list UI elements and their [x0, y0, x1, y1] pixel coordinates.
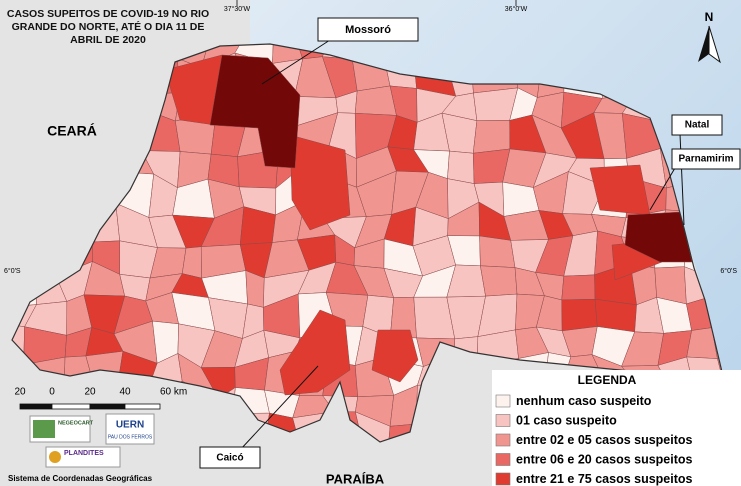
municipality [289, 134, 351, 231]
legend-label: nenhum caso suspeito [516, 394, 652, 408]
callout-label: Caicó [216, 453, 243, 464]
neighbor-label: PARAÍBA [326, 471, 385, 486]
neighbor-label: CEARÁ [47, 123, 97, 139]
municipality [279, 309, 351, 396]
scale-segment [124, 403, 161, 410]
arrow-half [698, 26, 709, 62]
legend-swatch [495, 472, 511, 486]
logo-text: NEGEOCART [58, 420, 94, 426]
logo [105, 413, 155, 445]
logo-text: PLANDITES [64, 450, 104, 457]
latitude-label: 6°0'S [720, 267, 737, 275]
legend-label: entre 02 e 05 casos suspeitos [516, 433, 693, 447]
north-arrow: N [698, 10, 721, 64]
logo-icon [33, 420, 55, 438]
legend-title: LEGENDA [578, 373, 637, 387]
latitude-label: 6°0'S [4, 267, 21, 275]
callout-label: Natal [685, 120, 710, 131]
logo [45, 446, 121, 468]
leader-line [239, 365, 319, 451]
scale-label: 0 [49, 387, 55, 398]
north-label: N [705, 10, 714, 24]
state-outline [11, 43, 723, 443]
scale-label: 20 [14, 387, 26, 398]
callout-label: Mossoró [345, 24, 391, 36]
callout-label: Parnamirim [678, 154, 733, 165]
leader-line [649, 167, 676, 211]
scale-label: 40 [119, 387, 131, 398]
municipality [561, 298, 598, 332]
scale-label: 20 [84, 387, 96, 398]
municipality [371, 329, 419, 383]
legend-swatch [495, 394, 511, 408]
callout-box [671, 114, 723, 136]
map-title: CASOS SUPEITOS DE COVID-19 NO RIO GRANDE… [6, 8, 210, 46]
scale-segment [89, 403, 126, 410]
scale-segment [19, 403, 53, 410]
logo-text: UERN [116, 420, 144, 431]
scale-segment [51, 403, 91, 410]
municipality [447, 150, 475, 184]
logo-text: PAU DOS FERROS [108, 434, 153, 440]
legend-label: entre 21 e 75 casos suspeitos [516, 472, 693, 486]
longitude-label: 36°0'W [505, 5, 528, 13]
municipality [209, 54, 301, 169]
scale-label: 60 km [160, 387, 187, 398]
callout-box [671, 148, 741, 170]
legend-swatch [495, 453, 511, 466]
leader-line [261, 39, 331, 85]
municipality [479, 235, 516, 268]
scale-bar: 20 0 20 40 60 km [14, 387, 187, 410]
municipality [480, 265, 518, 297]
municipality [624, 211, 693, 263]
municipality [354, 85, 397, 116]
sea [250, 0, 741, 486]
municipality [472, 120, 511, 154]
legend-label: entre 06 e 20 casos suspeitos [516, 452, 693, 466]
legend-swatch [495, 414, 511, 427]
longitude-label: 37°30'W [224, 5, 251, 13]
callout-box [199, 446, 261, 469]
arrow-half [708, 25, 721, 64]
legend-swatch [495, 433, 511, 447]
logo-icon [49, 451, 61, 463]
municipality [561, 274, 596, 301]
legend: nenhum caso suspeito 01 caso suspeito entr… [495, 394, 693, 486]
legend-label: 01 caso suspeito [516, 413, 617, 427]
callout-box [317, 17, 419, 42]
legend-box [492, 370, 741, 486]
footer: Sistema de Coordenadas Geográficas [8, 474, 153, 483]
